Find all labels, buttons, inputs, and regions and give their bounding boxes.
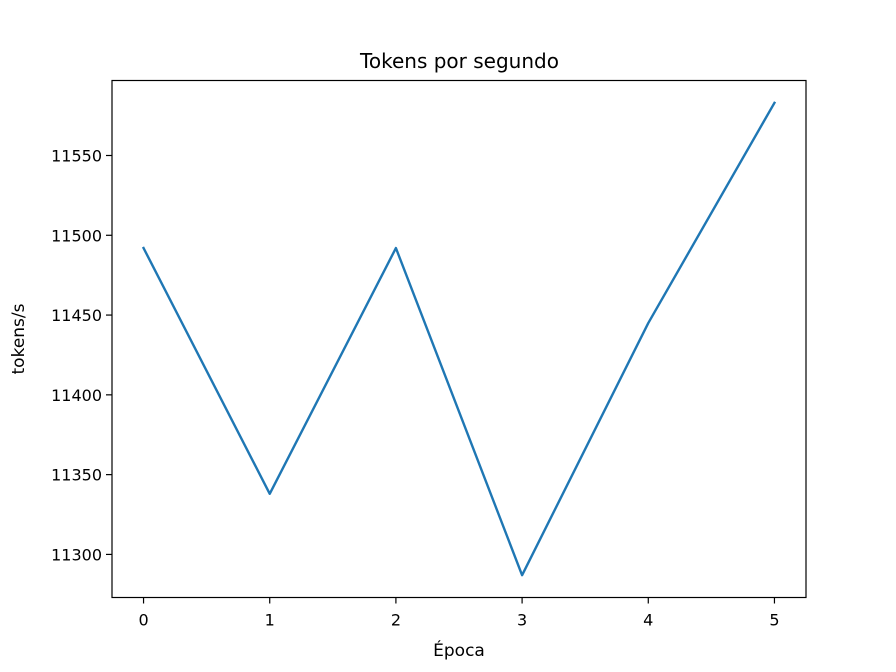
y-tick-label: 11500 <box>51 226 102 245</box>
chart-title: Tokens por segundo <box>359 49 559 73</box>
x-tick-label: 4 <box>643 611 653 630</box>
y-tick-label: 11550 <box>51 146 102 165</box>
x-tick-label: 3 <box>517 611 527 630</box>
y-tick-label: 11300 <box>51 545 102 564</box>
x-tick-label: 0 <box>138 611 148 630</box>
y-tick-label: 11400 <box>51 386 102 405</box>
x-tick-label: 5 <box>769 611 779 630</box>
plot-area <box>141 101 777 577</box>
x-tick-label: 2 <box>391 611 401 630</box>
y-axis: 11300 11350 11400 11450 11500 11550 <box>51 146 112 564</box>
y-axis-label: tokens/s <box>9 303 29 374</box>
x-tick-label: 1 <box>265 611 275 630</box>
axes-frame <box>111 79 807 599</box>
y-tick-label: 11450 <box>51 306 102 325</box>
y-tick-label: 11350 <box>51 466 102 485</box>
x-axis-label: Época <box>433 639 485 661</box>
series-line <box>141 101 777 577</box>
x-axis: 0 1 2 3 4 5 <box>138 597 780 630</box>
